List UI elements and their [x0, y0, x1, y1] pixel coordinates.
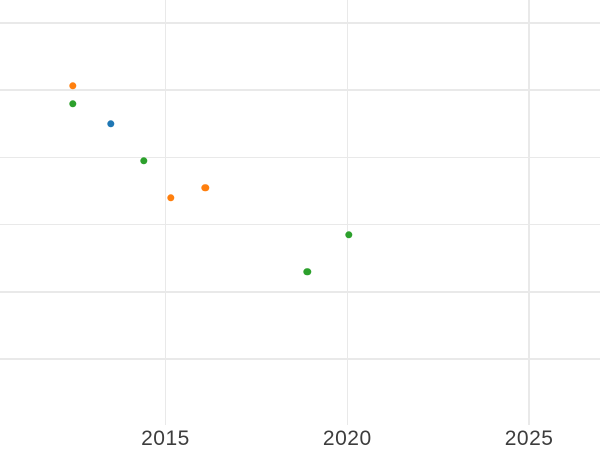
green-series-point	[139, 157, 148, 165]
horizontal-gridline	[0, 89, 600, 91]
orange-series-point	[167, 194, 175, 202]
horizontal-gridline	[0, 223, 600, 226]
green-series-point	[303, 267, 311, 276]
orange-series-point	[69, 82, 77, 90]
horizontal-gridline	[0, 358, 600, 360]
green-series-point	[345, 230, 353, 239]
vertical-gridline	[164, 0, 167, 425]
horizontal-gridline	[0, 156, 600, 159]
vertical-gridline	[346, 0, 348, 425]
vertical-gridline	[528, 0, 530, 425]
blue-series-point	[107, 120, 115, 128]
plot-area	[0, 0, 600, 425]
x-tick-label-2015: 2015	[141, 427, 190, 450]
orange-series-point	[201, 183, 210, 192]
horizontal-gridline	[0, 22, 600, 24]
horizontal-gridline	[0, 291, 600, 293]
x-tick-label-2020: 2020	[322, 427, 372, 450]
x-tick-label-2025: 2025	[504, 427, 554, 450]
green-series-point	[69, 99, 77, 108]
